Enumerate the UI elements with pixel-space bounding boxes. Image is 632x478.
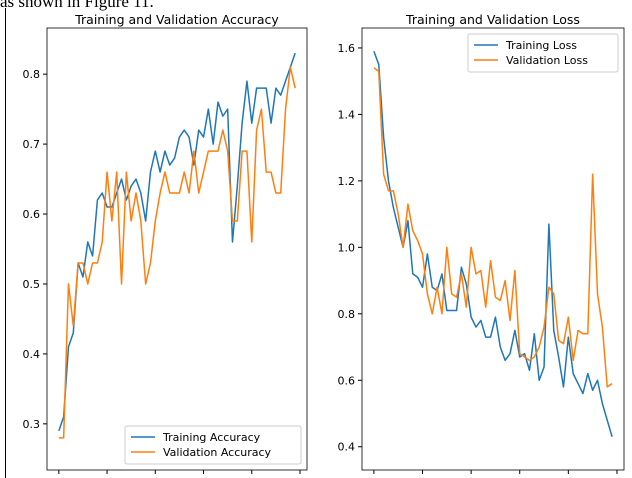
x-tick-label: 30	[513, 476, 527, 478]
y-tick-label: 0.7	[23, 138, 41, 151]
legend-label: Training Accuracy	[162, 431, 261, 444]
x-tick-label: 0	[370, 476, 377, 478]
x-tick-label: 30	[197, 476, 211, 478]
y-tick-label: 0.8	[338, 308, 356, 321]
y-tick-label: 0.5	[23, 278, 41, 291]
series-line	[58, 66, 296, 439]
y-tick-label: 0.6	[23, 208, 41, 221]
x-tick-label: 20	[148, 476, 162, 478]
legend-box	[124, 425, 302, 465]
axes-frame	[46, 27, 308, 471]
x-tick-label: 0	[55, 476, 62, 478]
y-tick-label: 1.4	[338, 108, 356, 121]
y-tick-label: 0.4	[338, 441, 356, 454]
x-tick-label: 10	[416, 476, 430, 478]
chart-title: Training and Validation Accuracy	[74, 12, 279, 27]
x-tick-label: 50	[293, 476, 307, 478]
legend-label: Validation Loss	[506, 54, 588, 67]
y-tick-label: 0.3	[23, 418, 41, 431]
legend-label: Validation Accuracy	[163, 446, 272, 459]
chart-title: Training and Validation Loss	[405, 12, 580, 27]
caption-text: as shown in Figure 11.	[0, 0, 154, 11]
x-tick-label: 20	[464, 476, 478, 478]
legend-box	[467, 33, 619, 73]
x-tick-label: 50	[610, 476, 624, 478]
x-tick-label: 40	[561, 476, 575, 478]
series-line	[373, 51, 613, 437]
legend-label: Training Loss	[505, 39, 577, 52]
y-tick-label: 1.2	[338, 175, 356, 188]
y-tick-label: 1.6	[338, 42, 356, 55]
y-tick-label: 1.0	[338, 241, 356, 254]
y-tick-label: 0.6	[338, 374, 356, 387]
axes-frame	[361, 27, 625, 471]
y-tick-label: 0.4	[23, 348, 41, 361]
series-line	[373, 67, 613, 388]
x-tick-label: 10	[100, 476, 114, 478]
y-tick-label: 0.8	[23, 68, 41, 81]
x-tick-label: 40	[245, 476, 259, 478]
series-line	[58, 52, 296, 432]
